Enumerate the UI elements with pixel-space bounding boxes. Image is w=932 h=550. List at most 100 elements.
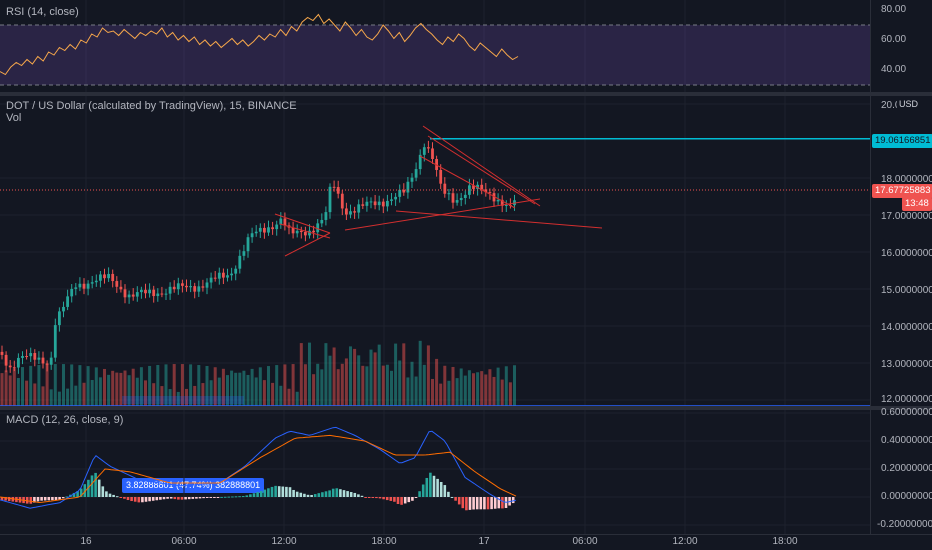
volume-bar	[414, 376, 418, 406]
volume-bar	[410, 361, 414, 406]
rsi-pane[interactable]: RSI (14, close) 80.00 60.00 40.00	[0, 0, 932, 92]
price-pane[interactable]: DOT / US Dollar (calculated by TradingVi…	[0, 96, 932, 493]
rsi-tick-40: 40.00	[881, 64, 907, 75]
volume-bar	[86, 366, 90, 406]
macd-histogram-bar	[36, 497, 40, 502]
volume-bar	[455, 378, 459, 406]
candle-body	[111, 273, 115, 282]
macd-histogram-bar	[472, 497, 475, 510]
macd-histogram-bar	[162, 497, 166, 500]
macd-histogram-bar	[177, 497, 180, 500]
rsi-scale[interactable]: 80.00 60.00 40.00	[870, 0, 932, 92]
symbol-legend[interactable]: DOT / US Dollar (calculated by TradingVi…	[6, 100, 297, 112]
candle-body	[164, 293, 168, 295]
candle-body	[369, 201, 373, 203]
currency-label[interactable]: USD	[897, 99, 921, 109]
rsi-plot[interactable]	[0, 0, 870, 92]
macd-histogram-bar	[119, 497, 123, 498]
macd-histogram-bar	[432, 475, 436, 497]
candle-body	[86, 283, 90, 289]
candle-body	[340, 193, 344, 209]
macd-histogram-bar	[101, 486, 105, 497]
macd-histogram-bar	[105, 491, 108, 497]
price-scale[interactable]: 20.0 USD 18.00000000 17.00000000 16.0000…	[870, 96, 932, 406]
candle-body	[496, 199, 500, 202]
price-tick: 16.00000000	[881, 248, 932, 259]
macd-histogram-bar	[216, 497, 220, 498]
candle-body	[324, 212, 328, 220]
candle-body	[484, 189, 488, 193]
candle-body	[435, 158, 438, 170]
pane-separator[interactable]	[0, 406, 932, 410]
time-axis[interactable]	[0, 534, 932, 550]
volume-bar	[361, 365, 365, 406]
time-label: 17	[478, 536, 490, 547]
macd-histogram-bar	[83, 484, 87, 497]
macd-histogram-bar	[148, 497, 151, 502]
candle-body	[66, 296, 69, 307]
macd-histogram-bar	[123, 497, 126, 499]
candle-body	[172, 286, 176, 290]
volume-bar	[365, 366, 369, 406]
macd-histogram-bar	[72, 492, 76, 497]
candle-body	[316, 223, 320, 233]
candle-body	[193, 286, 197, 292]
candle-body	[455, 200, 459, 203]
candle-body	[349, 211, 352, 215]
candle-body	[29, 353, 33, 357]
candle-body	[213, 277, 217, 279]
price-plot[interactable]	[0, 96, 870, 406]
macd-histogram-bar	[173, 497, 177, 500]
volume-bar	[336, 369, 340, 406]
macd-tick: 0.00000000	[881, 491, 932, 502]
volume-bar	[332, 347, 336, 406]
volume-bar	[357, 355, 361, 406]
time-label: 06:00	[171, 536, 197, 547]
volume-bar	[316, 363, 320, 406]
candle-body	[49, 357, 53, 365]
volume-bar	[205, 365, 209, 406]
volume-bar	[299, 343, 303, 406]
candle-body	[320, 219, 324, 224]
macd-tick: 0.60000000	[881, 407, 932, 418]
macd-plot[interactable]	[0, 410, 870, 534]
volume-bar	[496, 367, 500, 406]
candle-body	[70, 288, 74, 297]
volume-bar	[381, 365, 385, 406]
macd-histogram-bar	[285, 486, 288, 497]
macd-histogram-bar	[501, 497, 504, 509]
candle-body	[181, 283, 184, 286]
volume-bar	[258, 367, 262, 406]
candle-body	[21, 356, 24, 358]
candle-body	[74, 287, 78, 289]
macd-pane[interactable]: MACD (12, 26, close, 9) 0.60000000 0.400…	[0, 407, 932, 534]
macd-histogram-bar	[79, 488, 83, 497]
volume-bar	[111, 370, 115, 406]
macd-legend[interactable]: MACD (12, 26, close, 9)	[6, 414, 124, 426]
macd-scale[interactable]: 0.60000000 0.40000000 0.20000000 0.00000…	[870, 407, 932, 534]
volume-bar	[45, 364, 49, 406]
candle-body	[291, 227, 295, 234]
volume-bar	[201, 383, 205, 406]
macd-histogram-bar	[486, 497, 490, 510]
volume-legend[interactable]: Vol	[6, 112, 22, 124]
volume-bar	[353, 348, 357, 406]
volume-bar	[164, 364, 168, 406]
candle-body	[0, 351, 4, 355]
pattern-line	[395, 210, 603, 229]
macd-histogram-bar	[231, 496, 234, 498]
rsi-band	[0, 25, 870, 85]
macd-histogram-bar	[180, 497, 184, 500]
macd-histogram-bar	[349, 492, 353, 497]
candle-body	[45, 363, 49, 365]
macd-histogram-bar	[115, 496, 119, 498]
pane-separator[interactable]	[0, 92, 932, 96]
volume-bar	[426, 345, 430, 406]
pattern-line	[427, 135, 536, 205]
rsi-legend[interactable]: RSI (14, close)	[6, 6, 79, 18]
macd-histogram-bar	[443, 485, 447, 497]
candle-body	[4, 354, 8, 366]
candle-body	[189, 286, 192, 288]
candle-body	[250, 233, 254, 238]
volume-bar	[189, 364, 193, 406]
